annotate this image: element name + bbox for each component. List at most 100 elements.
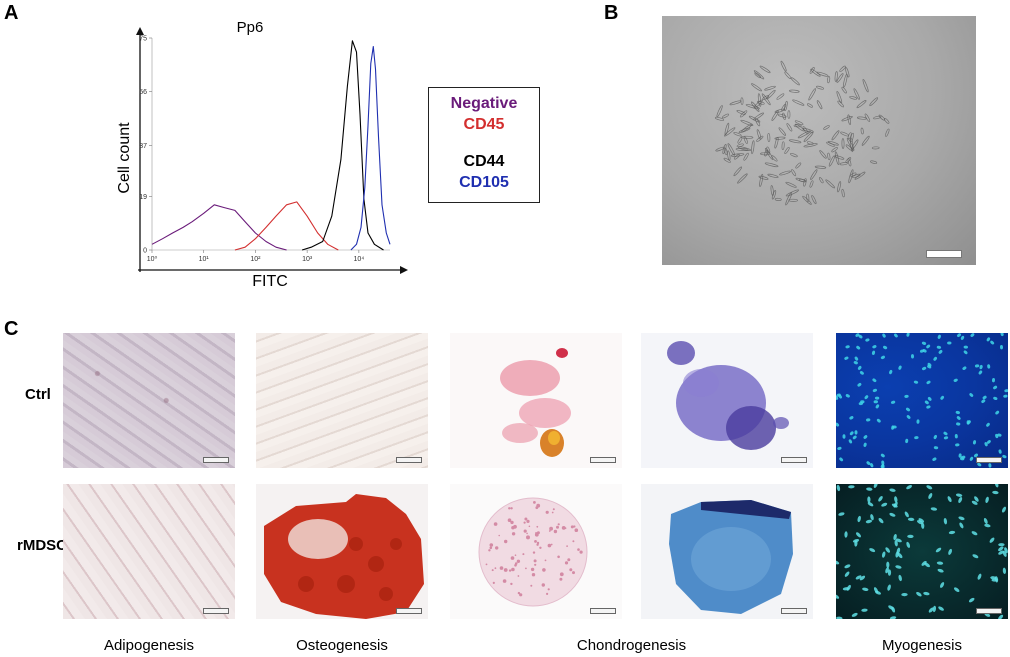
rmdsc-chondrogenesis-image-1 [450,484,622,619]
colony-cell [767,132,771,143]
rmdsc-nuclei [836,484,1008,619]
cell-colony-micrograph [662,16,976,265]
stain-dot [498,534,500,537]
colony-cell [743,136,748,144]
rmdsc-myogenesis-image [836,484,1008,619]
colony-cell [755,118,761,127]
nucleus [984,442,988,447]
nucleus [933,446,939,450]
nucleus [836,395,839,400]
colony-cell [871,146,880,150]
stain-dot [530,567,535,572]
cell-colony [714,60,890,206]
histogram-title: Pp6 [237,20,264,36]
nucleus [972,554,979,559]
colony-cell [785,189,800,197]
stain-dot [551,511,554,514]
stain-dot [544,559,547,562]
colony-cell [845,67,850,78]
nucleus [906,415,911,419]
colony-cell [770,185,774,196]
nucleus [870,514,874,521]
nucleus [966,420,970,425]
nucleus [987,364,991,369]
legend-cd44: CD44 [463,153,505,170]
nucleus [933,434,937,440]
nucleus [936,561,944,565]
stain-dot [539,546,542,549]
nucleus [844,564,851,569]
stain-dot [504,539,508,544]
colony-cell [727,143,736,156]
colony-cell [786,123,793,132]
stain-dot [502,579,507,583]
nucleus [974,496,979,502]
colony-cell [834,151,840,165]
nucleus [844,571,850,577]
nucleus [961,455,966,459]
series-line-cd44 [301,40,384,251]
colony-cell [816,100,823,110]
nucleus [848,485,855,489]
colony-cell [840,131,849,137]
colony-cell [724,147,728,156]
nucleus [872,378,877,383]
colony-cell [810,68,821,77]
stain-dot [522,553,525,556]
stain-dot [524,517,528,521]
colony-cell [745,104,760,110]
y-tick-label: 0 [143,248,147,255]
nucleus [889,488,896,492]
colony-cell [847,158,852,167]
colony-cell [761,93,771,106]
nucleus [901,592,908,597]
stain-dot [557,555,560,559]
colony-cell [721,113,730,119]
nucleus [894,540,898,547]
colony-cell [839,65,846,72]
nucleus [870,463,874,468]
colony-cell [751,83,762,92]
colony-cell [729,100,742,106]
colony-cell [771,155,778,162]
nucleus [880,453,885,458]
colony-cell [834,155,845,160]
stain-dot [511,532,516,536]
nucleus [881,460,885,465]
histogram-legend: Negative CD45 CD44 CD105 [428,87,540,203]
nucleus [923,591,930,596]
panel-letter-c: C [4,318,19,340]
nucleus [943,518,948,525]
colony-cell [873,115,882,120]
nucleus [969,456,974,461]
colony-cell [753,112,764,121]
colony-cell [845,144,853,151]
nucleus [836,594,840,599]
colony-cell [738,127,751,134]
colony-cell [736,143,744,148]
x-tick-label: 10⁴ [353,256,364,263]
nucleus [890,400,896,404]
stain-dot [514,554,517,556]
stain-dot [491,569,494,572]
colony-cell [808,88,817,101]
stain-dot [503,568,508,572]
colony-cell [740,119,754,126]
nucleus [854,356,859,361]
nucleus [904,394,909,398]
stain-dot [541,583,545,587]
nucleus [878,518,884,524]
nucleus [960,335,965,340]
stain-dot [536,525,539,528]
nucleus [992,490,999,495]
ctrl-nuclei [836,333,1008,468]
nucleus [938,606,944,611]
stain-dot [550,543,553,546]
colony-cell [771,190,777,200]
colony-cell [790,153,798,158]
nucleus [857,365,862,370]
nucleus [866,461,871,465]
stain-dot [526,519,530,523]
y-tick-label: 75 [139,36,147,43]
stain-dot [534,540,537,543]
